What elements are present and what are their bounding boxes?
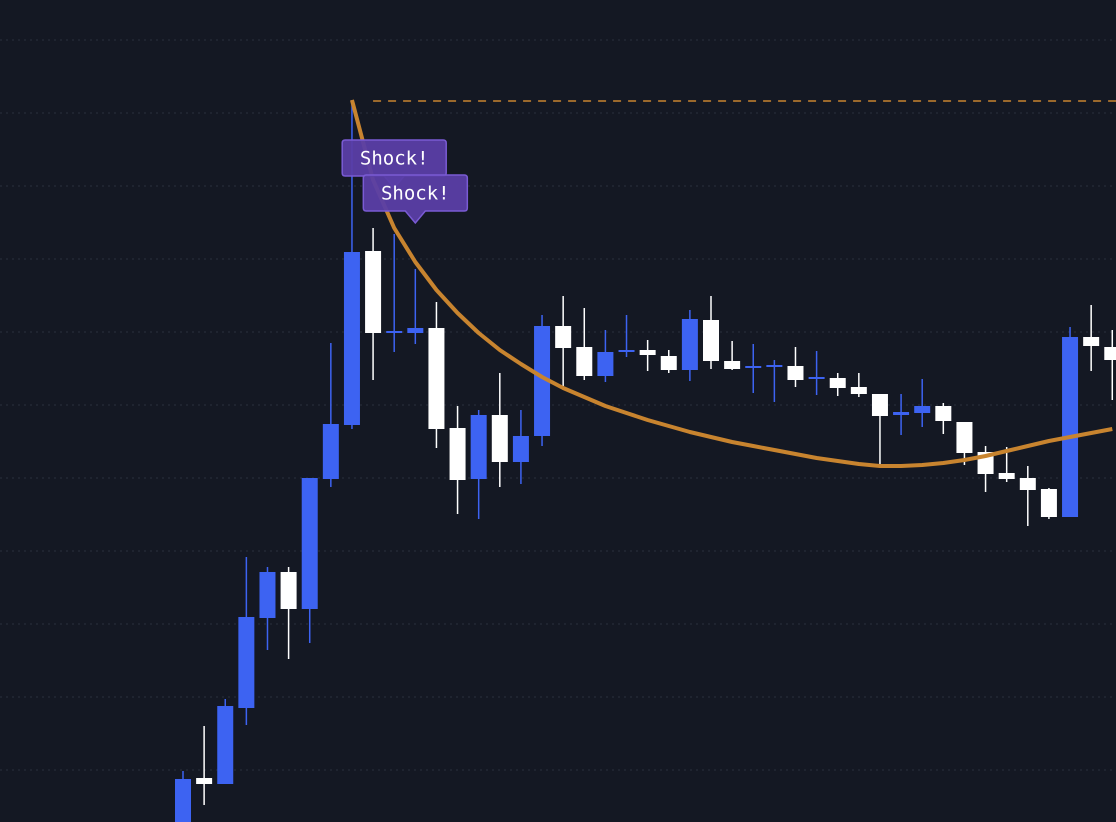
- candle-body: [534, 326, 551, 436]
- candle-body: [343, 252, 360, 425]
- candle-body: [829, 378, 846, 388]
- candle-body: [1040, 489, 1057, 517]
- candle-body: [766, 365, 783, 367]
- candle-body: [660, 356, 677, 370]
- candle-body: [597, 352, 614, 376]
- candle-body: [871, 394, 888, 416]
- candle-body: [1083, 337, 1100, 346]
- candle-body: [407, 328, 424, 333]
- candle-body: [1062, 337, 1079, 517]
- candle-body: [259, 572, 276, 618]
- candle-body: [850, 387, 867, 394]
- curve-line: [350, 99, 1113, 468]
- candle-body: [956, 422, 973, 453]
- candle-body: [365, 251, 382, 333]
- candle-body: [280, 572, 297, 609]
- annotation: Shock!: [362, 174, 469, 225]
- candle-body: [935, 406, 952, 421]
- candle-body: [745, 366, 762, 368]
- candle-body: [449, 428, 466, 480]
- candle-body: [998, 473, 1015, 479]
- candle-body: [386, 331, 403, 333]
- candle-body: [808, 377, 825, 379]
- candle-body: [196, 778, 213, 784]
- candle-body: [1019, 478, 1036, 490]
- annotation-label: Shock!: [381, 183, 450, 205]
- candle-body: [555, 326, 572, 348]
- candle-body: [724, 361, 741, 369]
- annotation-box: [362, 174, 469, 225]
- candle-body: [914, 406, 931, 413]
- candle-body: [893, 412, 910, 415]
- candle-body: [238, 617, 255, 708]
- candle-body: [301, 478, 318, 609]
- candle-body: [322, 424, 339, 479]
- candle-body: [1104, 347, 1116, 360]
- candle-body: [217, 706, 234, 784]
- annotation-label: Shock!: [360, 148, 429, 170]
- candle-body: [428, 328, 445, 429]
- candle-body: [491, 415, 508, 462]
- candle-body: [681, 319, 698, 370]
- candle-body: [576, 347, 593, 376]
- candle-body: [175, 779, 191, 822]
- candle-body: [787, 366, 804, 380]
- candle-body: [512, 436, 529, 462]
- candle-body: [639, 350, 656, 355]
- candle-body: [618, 350, 635, 352]
- candle-body: [470, 415, 487, 479]
- candle-body: [703, 320, 719, 361]
